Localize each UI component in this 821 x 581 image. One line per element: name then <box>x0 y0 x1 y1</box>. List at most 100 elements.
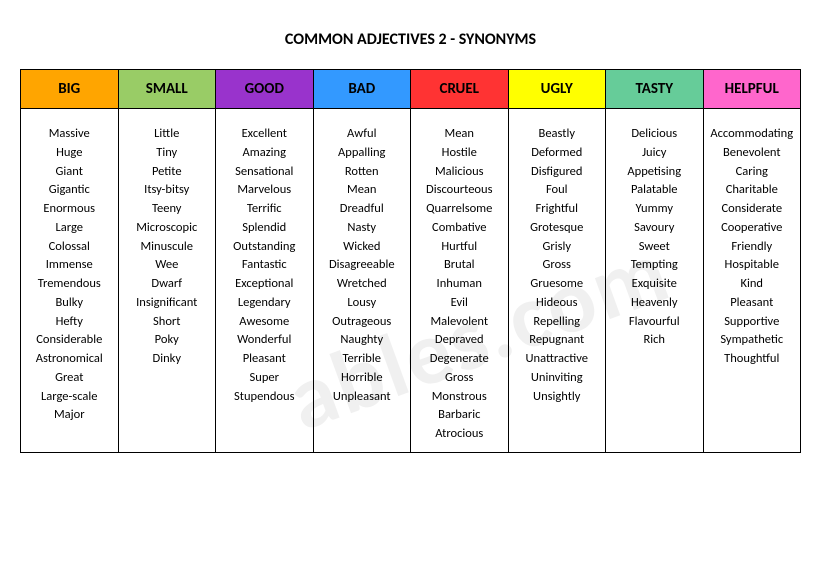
synonym-word: Awful <box>347 125 376 144</box>
synonym-word: Immense <box>46 256 93 275</box>
column-cell-cruel: MeanHostileMaliciousDiscourteousQuarrels… <box>411 109 509 453</box>
column-cell-big: MassiveHugeGiantGiganticEnormousLargeCol… <box>21 109 119 453</box>
synonym-word: Unattractive <box>526 350 588 369</box>
synonym-word: Insignificant <box>136 294 197 313</box>
synonym-word: Microscopic <box>136 219 197 238</box>
synonym-word: Outrageous <box>332 313 391 332</box>
synonym-word: Sympathetic <box>720 331 783 350</box>
column-header-tasty: TASTY <box>606 70 704 109</box>
column-cell-small: LittleTinyPetiteItsy-bitsyTeenyMicroscop… <box>118 109 216 453</box>
synonym-word: Exquisite <box>632 275 677 294</box>
synonym-word: Evil <box>451 294 468 313</box>
synonym-word: Appetising <box>627 163 681 182</box>
synonym-word: Super <box>250 369 279 388</box>
synonym-word: Juicy <box>642 144 666 163</box>
synonym-word: Beastly <box>539 125 575 144</box>
column-header-good: GOOD <box>216 70 314 109</box>
synonym-word: Supportive <box>724 313 779 332</box>
synonym-word: Hurtful <box>441 238 477 257</box>
synonym-word: Dinky <box>153 350 181 369</box>
synonym-word: Outstanding <box>233 238 295 257</box>
column-cell-bad: AwfulAppallingRottenMeanDreadfulNastyWic… <box>313 109 411 453</box>
synonym-word: Inhuman <box>437 275 482 294</box>
synonym-word: Colossal <box>49 238 90 257</box>
synonym-word: Cooperative <box>721 219 782 238</box>
synonym-word: Major <box>54 406 85 425</box>
synonym-word: Wonderful <box>237 331 291 350</box>
synonym-word: Sensational <box>235 163 293 182</box>
synonym-word: Excellent <box>242 125 287 144</box>
synonym-word: Disfigured <box>531 163 582 182</box>
synonym-word: Atrocious <box>435 425 483 444</box>
synonym-word: Depraved <box>435 331 484 350</box>
synonym-word: Deformed <box>531 144 582 163</box>
synonym-word: Savoury <box>634 219 674 238</box>
synonym-word: Gross <box>543 256 571 275</box>
synonym-word: Awesome <box>239 313 289 332</box>
synonym-word: Astronomical <box>36 350 103 369</box>
synonym-word: Heavenly <box>631 294 678 313</box>
synonym-word: Hideous <box>536 294 578 313</box>
synonym-word: Hostile <box>442 144 477 163</box>
synonym-word: Huge <box>56 144 82 163</box>
synonym-word: Considerate <box>721 200 782 219</box>
synonym-word: Gross <box>445 369 473 388</box>
synonym-word: Teeny <box>152 200 181 219</box>
synonym-word: Bulky <box>55 294 83 313</box>
synonym-word: Kind <box>741 275 764 294</box>
synonym-word: Great <box>55 369 83 388</box>
synonym-word: Tiny <box>156 144 177 163</box>
synonym-word: Malicious <box>435 163 484 182</box>
column-cell-helpful: AccommodatingBenevolentCaringCharitableC… <box>703 109 801 453</box>
column-header-big: BIG <box>21 70 119 109</box>
synonym-word: Rotten <box>345 163 379 182</box>
synonym-word: Poky <box>155 331 179 350</box>
synonym-word: Palatable <box>631 181 678 200</box>
synonym-word: Rich <box>643 331 665 350</box>
page-title: COMMON ADJECTIVES 2 - SYNONYMS <box>20 30 801 49</box>
synonym-word: Accommodating <box>710 125 793 144</box>
synonym-word: Stupendous <box>234 388 294 407</box>
synonym-word: Horrible <box>341 369 383 388</box>
synonym-word: Thoughtful <box>724 350 779 369</box>
synonym-word: Wretched <box>337 275 387 294</box>
synonym-word: Unpleasant <box>333 388 391 407</box>
synonym-word: Friendly <box>731 238 772 257</box>
synonym-word: Brutal <box>444 256 475 275</box>
synonym-word: Exceptional <box>235 275 293 294</box>
column-header-helpful: HELPFUL <box>703 70 801 109</box>
synonym-word: Splendid <box>242 219 286 238</box>
synonym-word: Yummy <box>636 200 673 219</box>
synonym-word: Pleasant <box>730 294 773 313</box>
synonym-word: Discourteous <box>426 181 492 200</box>
synonyms-table: BIGSMALLGOODBADCRUELUGLYTASTYHELPFUL Mas… <box>20 69 801 453</box>
synonym-word: Enormous <box>43 200 95 219</box>
synonym-word: Little <box>154 125 179 144</box>
synonym-word: Tempting <box>631 256 678 275</box>
synonym-word: Wicked <box>343 238 380 257</box>
synonym-word: Pleasant <box>243 350 286 369</box>
synonym-word: Wee <box>155 256 178 275</box>
synonym-word: Uninviting <box>531 369 583 388</box>
column-cell-ugly: BeastlyDeformedDisfiguredFoulFrightfulGr… <box>508 109 606 453</box>
synonym-word: Appalling <box>338 144 385 163</box>
synonym-word: Malevolent <box>430 313 488 332</box>
column-cell-good: ExcellentAmazingSensationalMarvelousTerr… <box>216 109 314 453</box>
synonym-word: Naughty <box>340 331 383 350</box>
synonym-word: Gruesome <box>530 275 583 294</box>
table-header-row: BIGSMALLGOODBADCRUELUGLYTASTYHELPFUL <box>21 70 801 109</box>
synonym-word: Legendary <box>238 294 291 313</box>
synonym-word: Grisly <box>542 238 571 257</box>
synonym-word: Monstrous <box>432 388 487 407</box>
synonym-word: Repugnant <box>529 331 584 350</box>
synonym-word: Repelling <box>533 313 580 332</box>
synonym-word: Disagreeable <box>329 256 395 275</box>
synonym-word: Fantastic <box>242 256 287 275</box>
synonym-word: Itsy-bitsy <box>144 181 189 200</box>
synonym-word: Mean <box>347 181 376 200</box>
synonym-word: Minuscule <box>140 238 193 257</box>
column-header-ugly: UGLY <box>508 70 606 109</box>
synonym-word: Terrible <box>343 350 381 369</box>
synonym-word: Short <box>153 313 180 332</box>
synonym-word: Amazing <box>243 144 286 163</box>
